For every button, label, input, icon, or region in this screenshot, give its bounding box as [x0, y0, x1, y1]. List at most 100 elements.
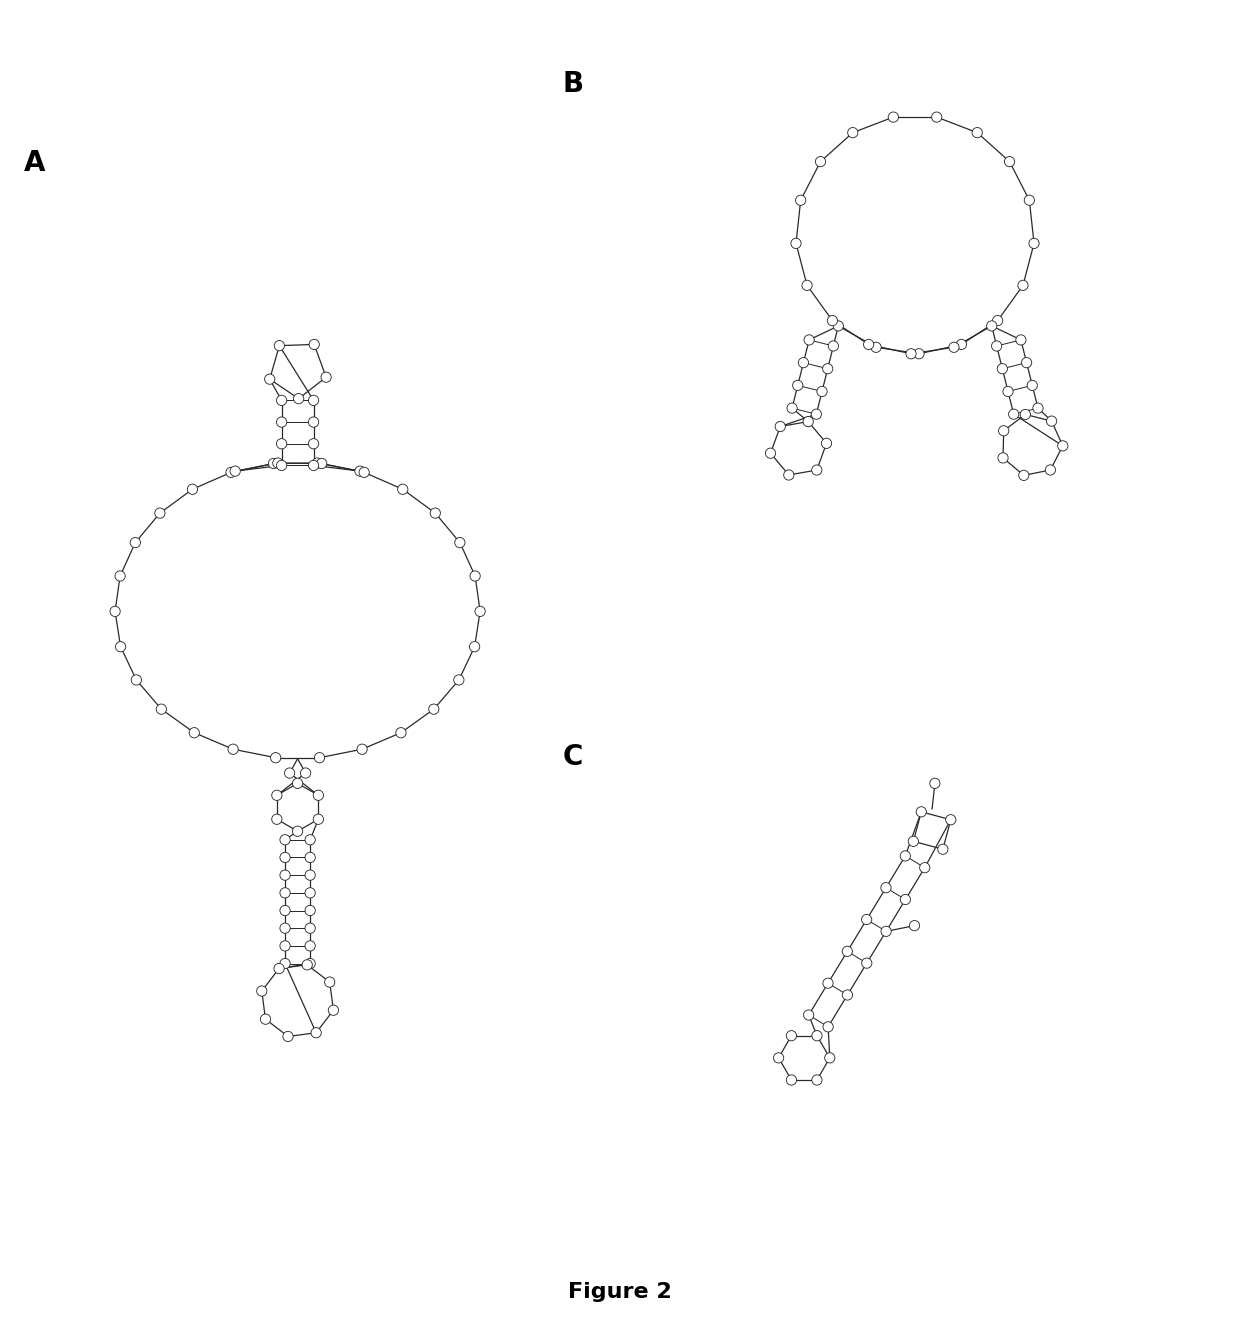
Circle shape [303, 960, 312, 969]
Circle shape [908, 836, 919, 846]
Circle shape [998, 426, 1009, 437]
Circle shape [283, 1031, 293, 1042]
Circle shape [280, 888, 290, 898]
Circle shape [329, 1006, 339, 1015]
Circle shape [1024, 195, 1034, 205]
Circle shape [280, 941, 290, 951]
Circle shape [293, 826, 303, 837]
Circle shape [812, 465, 822, 475]
Circle shape [823, 1022, 833, 1032]
Circle shape [309, 339, 320, 349]
Circle shape [880, 882, 892, 893]
Circle shape [833, 321, 843, 331]
Circle shape [949, 343, 959, 352]
Circle shape [802, 280, 812, 291]
Circle shape [228, 744, 238, 754]
Circle shape [909, 920, 920, 931]
Circle shape [1008, 410, 1019, 419]
Circle shape [284, 767, 295, 778]
Circle shape [775, 422, 785, 431]
Circle shape [311, 1027, 321, 1038]
Circle shape [1016, 335, 1025, 345]
Circle shape [823, 977, 833, 988]
Circle shape [1021, 410, 1030, 419]
Circle shape [787, 403, 797, 414]
Circle shape [115, 570, 125, 581]
Circle shape [305, 834, 315, 845]
Circle shape [792, 380, 802, 391]
Circle shape [398, 485, 408, 494]
Circle shape [972, 127, 982, 138]
Circle shape [799, 358, 808, 368]
Circle shape [430, 507, 440, 518]
Circle shape [848, 127, 858, 138]
Circle shape [812, 1031, 822, 1040]
Circle shape [268, 458, 279, 469]
Circle shape [987, 321, 997, 331]
Circle shape [946, 814, 956, 825]
Circle shape [309, 461, 319, 470]
Circle shape [305, 923, 315, 933]
Circle shape [273, 458, 283, 469]
Circle shape [828, 341, 838, 351]
Circle shape [312, 458, 322, 469]
Circle shape [305, 853, 315, 862]
Circle shape [455, 537, 465, 548]
Circle shape [821, 438, 832, 449]
Circle shape [305, 941, 315, 951]
Circle shape [1018, 280, 1028, 291]
Circle shape [280, 834, 290, 845]
Circle shape [1027, 380, 1038, 391]
Circle shape [190, 727, 200, 738]
Circle shape [997, 364, 1007, 374]
Circle shape [316, 458, 327, 469]
Circle shape [817, 387, 827, 396]
Circle shape [277, 439, 286, 449]
Circle shape [811, 410, 821, 419]
Circle shape [130, 537, 140, 548]
Circle shape [429, 704, 439, 714]
Circle shape [804, 416, 813, 427]
Circle shape [257, 986, 267, 996]
Circle shape [842, 990, 853, 1000]
Circle shape [914, 348, 924, 359]
Circle shape [888, 112, 899, 122]
Circle shape [1019, 470, 1029, 481]
Circle shape [870, 343, 882, 352]
Circle shape [309, 439, 319, 449]
Circle shape [226, 467, 236, 478]
Circle shape [930, 778, 940, 789]
Circle shape [1058, 441, 1068, 451]
Circle shape [784, 470, 794, 481]
Circle shape [305, 888, 315, 898]
Circle shape [796, 195, 806, 205]
Circle shape [294, 394, 304, 404]
Circle shape [277, 461, 286, 470]
Circle shape [156, 704, 166, 714]
Circle shape [816, 157, 826, 167]
Circle shape [931, 112, 942, 122]
Circle shape [305, 870, 315, 880]
Circle shape [880, 927, 892, 936]
Circle shape [825, 1052, 835, 1063]
Circle shape [992, 341, 1002, 351]
Circle shape [280, 923, 290, 933]
Circle shape [920, 862, 930, 873]
Circle shape [470, 570, 480, 581]
Circle shape [822, 364, 833, 374]
Circle shape [1045, 465, 1055, 475]
Circle shape [309, 395, 319, 406]
Circle shape [396, 727, 405, 738]
Circle shape [900, 894, 910, 905]
Circle shape [862, 957, 872, 968]
Circle shape [280, 959, 290, 968]
Circle shape [765, 449, 776, 458]
Circle shape [1047, 416, 1056, 426]
Circle shape [274, 963, 284, 973]
Circle shape [916, 806, 926, 817]
Circle shape [786, 1031, 796, 1040]
Circle shape [272, 790, 281, 801]
Circle shape [862, 915, 872, 925]
Circle shape [357, 744, 367, 754]
Circle shape [827, 316, 837, 325]
